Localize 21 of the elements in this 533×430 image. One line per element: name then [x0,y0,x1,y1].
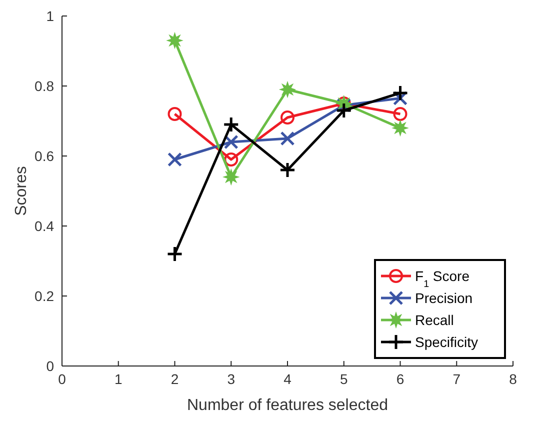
x-tick-label: 1 [114,371,122,387]
y-tick-label: 0.6 [34,148,54,164]
legend-label: Specificity [415,334,478,350]
x-tick-label: 0 [58,371,66,387]
x-axis-title: Number of features selected [187,397,388,414]
y-tick-label: 0 [46,358,54,374]
legend-label: F$_{1}$ Score [415,268,470,290]
x-tick-label: 4 [284,371,292,387]
y-tick-label: 0.2 [34,288,54,304]
x-tick-label: 8 [509,371,518,387]
x-tick-label: 5 [340,371,348,387]
legend-label: Recall [415,312,454,328]
x-tick-label: 2 [170,371,179,387]
x-tick-label: 6 [396,371,404,387]
y-axis-title: Scores [13,166,30,216]
x-tick-label: 7 [452,371,461,387]
y-tick-label: 1 [46,8,54,24]
y-tick-label: 0.4 [34,218,54,234]
legend-label: Precision [415,290,473,306]
x-tick-label: 3 [227,371,236,387]
y-tick-label: 0.8 [34,78,54,94]
